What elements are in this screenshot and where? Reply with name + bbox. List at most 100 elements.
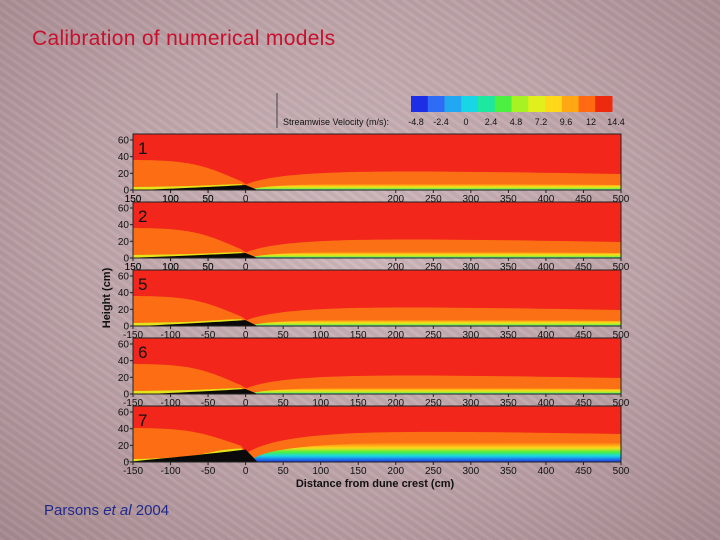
citation: Parsons et al 2004: [44, 502, 169, 519]
x-tick-label: -50: [201, 398, 216, 409]
x-tick-label: 350: [500, 262, 517, 273]
colorbar-swatch: [595, 96, 613, 112]
x-tick-label: 150: [350, 466, 367, 477]
x-tick-label: 300: [463, 398, 480, 409]
x-tick-label: 150: [350, 398, 367, 409]
colorbar-swatch: [578, 96, 596, 112]
colorbar-tick-label: -2.4: [433, 117, 449, 127]
x-tick-label: 350: [500, 330, 517, 341]
x-tick-label: -50: [201, 466, 216, 477]
colorbar-swatch: [444, 96, 462, 112]
y-tick-label: 60: [118, 340, 130, 351]
colorbar-tick-label: 2.4: [485, 117, 498, 127]
x-tick-label: 50: [203, 262, 215, 273]
y-tick-label: 20: [118, 305, 130, 316]
y-tick-label: 0: [123, 390, 129, 401]
x-tick-label: 50: [203, 262, 215, 273]
x-tick-label: 100: [162, 262, 179, 273]
x-tick-label: 250: [425, 398, 442, 409]
x-axis-label: Distance from dune crest (cm): [296, 478, 455, 490]
y-tick-label: 0: [123, 458, 129, 469]
dune-shape: [148, 389, 258, 394]
colorbar-tick-label: -4.8: [408, 117, 424, 127]
x-tick-label: 300: [463, 194, 480, 205]
x-tick-label: 100: [162, 194, 179, 205]
x-tick-label: 450: [575, 398, 592, 409]
x-tick-label: 150: [125, 262, 142, 273]
page-title: Calibration of numerical models: [32, 27, 336, 50]
y-tick-label: 40: [118, 356, 130, 367]
contour-nearbed: [249, 251, 621, 258]
colorbar-swatch: [561, 96, 579, 112]
colorbar-swatch: [494, 96, 512, 112]
x-tick-label: 400: [538, 330, 555, 341]
contour-upstream: [133, 296, 256, 326]
x-tick-label: 350: [500, 398, 517, 409]
x-tick-label: 100: [312, 398, 329, 409]
x-tick-label: -100: [161, 330, 181, 341]
x-tick-label: 500: [613, 466, 630, 477]
x-tick-label: -150: [123, 466, 143, 477]
x-tick-label: 400: [538, 398, 555, 409]
x-tick-label: 200: [387, 398, 404, 409]
x-tick-label: 200: [387, 466, 404, 477]
x-tick-label: 50: [278, 330, 290, 341]
colorbar: -4.8 -2.4 0 2.4 4.8 7.2 9.6 12 14.4: [408, 96, 625, 127]
y-tick-label: 0: [123, 322, 129, 333]
x-tick-label: 0: [243, 194, 249, 205]
x-tick-label: 250: [425, 194, 442, 205]
x-tick-label: 100: [162, 194, 179, 205]
x-tick-label: 400: [538, 262, 555, 273]
contour-nearbed: [249, 319, 621, 326]
x-tick-label: -100: [161, 398, 181, 409]
panel-label: 6: [138, 343, 147, 362]
x-tick-label: 400: [538, 466, 555, 477]
citation-etal: et al: [103, 502, 132, 519]
dune-shape: [125, 449, 258, 462]
y-tick-label: 60: [118, 408, 130, 419]
x-tick-label: 500: [613, 262, 630, 273]
x-tick-label: 200: [387, 330, 404, 341]
panel-label: 1: [138, 139, 147, 158]
y-tick-label: 40: [118, 152, 130, 163]
colorbar-swatch: [411, 96, 429, 112]
x-tick-label: 300: [463, 262, 480, 273]
x-tick-label: 200: [387, 262, 404, 273]
x-tick-label: 400: [538, 194, 555, 205]
y-tick-label: 60: [118, 204, 130, 215]
panel-5: 0 20 40 60 -150 -100 -50 0 50 100 150 200 250 300 350 4…: [118, 269, 630, 341]
x-tick-label: -100: [161, 466, 181, 477]
x-tick-label: 350: [500, 194, 517, 205]
dune-shape: [140, 185, 258, 190]
x-tick-label: 100: [162, 262, 179, 273]
colorbar-tick-label: 4.8: [510, 117, 523, 127]
colorbar-label: Streamwise Velocity (m/s):: [283, 117, 389, 127]
x-tick-label: 250: [425, 262, 442, 273]
panel-frame: [132, 201, 622, 259]
panel-frame: [132, 405, 622, 463]
y-tick-label: 40: [118, 424, 130, 435]
y-tick-label: 20: [118, 373, 130, 384]
y-tick-label: 60: [118, 136, 130, 147]
colorbar-swatch: [545, 96, 563, 112]
x-tick-label: -150: [123, 398, 143, 409]
x-tick-label: 250: [425, 330, 442, 341]
panel-label: 7: [138, 411, 147, 430]
x-tick-label: 250: [425, 466, 442, 477]
dune-shape: [140, 320, 258, 326]
x-tick-label: 50: [203, 194, 215, 205]
colorbar-tick-label: 14.4: [607, 117, 625, 127]
dune-shape: [125, 253, 258, 258]
y-tick-label: 20: [118, 237, 130, 248]
x-tick-label: -150: [123, 330, 143, 341]
panel-frame: [132, 133, 622, 191]
x-tick-label: 450: [575, 466, 592, 477]
x-tick-label: 200: [387, 194, 404, 205]
colorbar-tick-label: 9.6: [560, 117, 573, 127]
x-tick-label: 150: [125, 194, 142, 205]
colorbar-swatch: [528, 96, 546, 112]
x-tick-label: 500: [613, 398, 630, 409]
panel-label: 2: [138, 207, 147, 226]
